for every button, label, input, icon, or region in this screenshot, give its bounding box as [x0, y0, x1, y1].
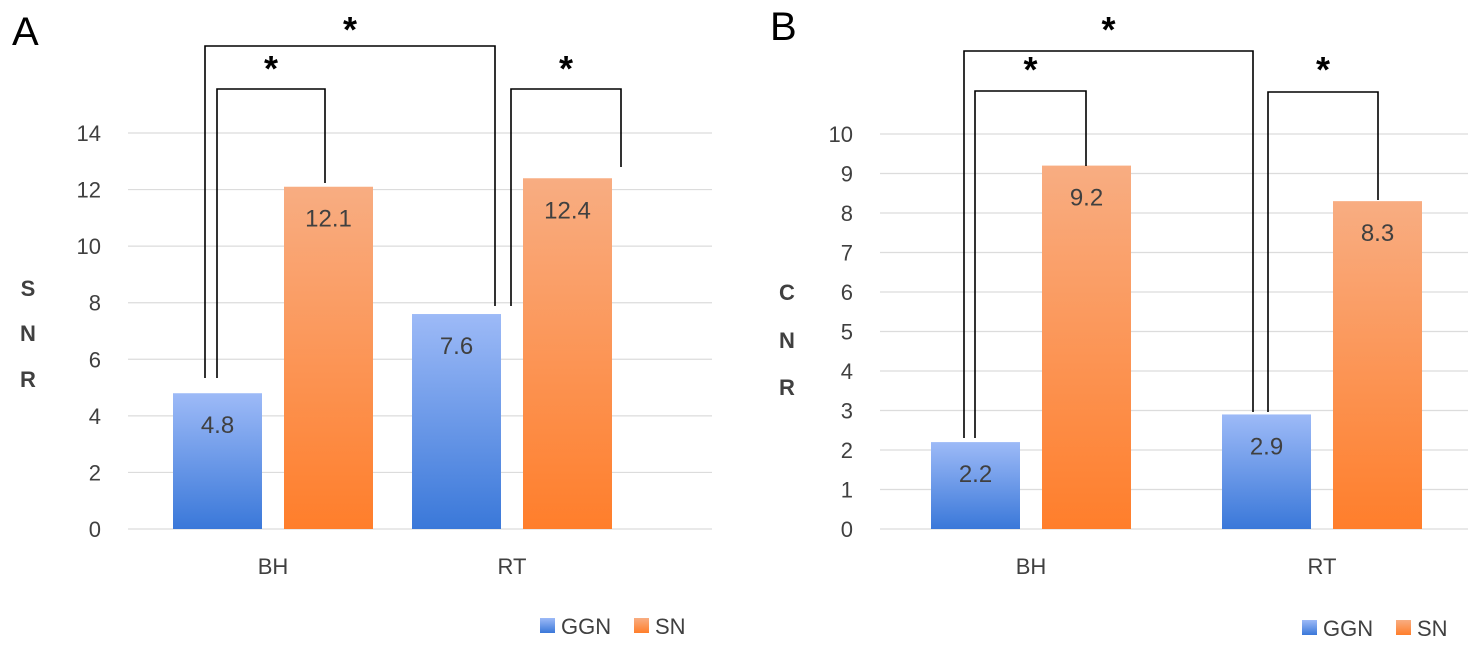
- significance-bracket: [1267, 91, 1379, 412]
- panel-label: A: [12, 10, 39, 54]
- data-label: 7.6: [440, 333, 473, 360]
- significance-star: *: [559, 48, 573, 89]
- y-axis-label-letter: S: [21, 276, 36, 301]
- y-tick-label: 6: [841, 280, 853, 305]
- significance-bracket: [963, 50, 1254, 438]
- x-tick-label: RT: [498, 554, 527, 579]
- legend-label: GGN: [1323, 616, 1373, 641]
- y-tick-label: 0: [841, 517, 853, 542]
- bar-sn-bh: [1042, 165, 1131, 529]
- bar-ggn-rt: [412, 314, 501, 529]
- data-label: 12.4: [544, 197, 591, 224]
- bar-sn-rt: [523, 178, 612, 529]
- x-tick-label: BH: [258, 554, 289, 579]
- significance-star: *: [1316, 49, 1330, 90]
- significance-star: *: [1023, 49, 1037, 90]
- significance-star: *: [343, 9, 357, 50]
- bar-sn-rt: [1333, 201, 1422, 529]
- y-tick-label: 12: [77, 178, 101, 203]
- y-tick-label: 14: [77, 121, 101, 146]
- bar-ggn-bh: [173, 393, 262, 529]
- data-label: 2.9: [1250, 433, 1283, 460]
- legend-swatch-sn: [634, 618, 649, 633]
- y-tick-label: 10: [829, 122, 853, 147]
- y-tick-label: 7: [841, 241, 853, 266]
- significance-star: *: [1101, 9, 1115, 50]
- legend-swatch-ggn: [1302, 620, 1317, 635]
- significance-bracket: [510, 88, 622, 306]
- data-label: 8.3: [1361, 220, 1394, 247]
- y-tick-label: 2: [89, 460, 101, 485]
- significance-bracket: [216, 88, 326, 378]
- y-axis-label-letter: N: [20, 321, 36, 346]
- bar-sn-bh: [284, 186, 373, 529]
- legend-swatch-ggn: [540, 618, 555, 633]
- legend-label: SN: [1417, 616, 1448, 641]
- bar-ggn-rt: [1222, 414, 1311, 529]
- chart-panel-b: 0 1 2 3 4 5 6 7 8 9 10 B CNR 2.2 9.2 BH 2.9 8.3 RT * * * GGN SN: [770, 5, 1468, 641]
- x-tick-label: RT: [1308, 554, 1337, 579]
- y-axis-label-letter: R: [779, 375, 795, 400]
- significance-bracket: [204, 45, 496, 378]
- y-axis-label-letter: C: [779, 280, 795, 305]
- y-tick-label: 9: [841, 162, 853, 187]
- y-tick-label: 8: [841, 201, 853, 226]
- data-label: 12.1: [305, 206, 352, 233]
- legend-label: GGN: [561, 614, 611, 639]
- data-label: 4.8: [201, 412, 234, 439]
- legend-label: SN: [655, 614, 686, 639]
- data-label: 9.2: [1070, 185, 1103, 212]
- y-tick-label: 4: [89, 404, 101, 429]
- y-tick-label: 0: [89, 517, 101, 542]
- y-tick-label: 3: [841, 399, 853, 424]
- y-tick-label: 5: [841, 320, 853, 345]
- y-tick-label: 4: [841, 359, 853, 384]
- bar-ggn-bh: [931, 442, 1020, 529]
- legend-swatch-sn: [1396, 620, 1411, 635]
- data-label: 2.2: [959, 461, 992, 488]
- y-axis-label-letter: R: [20, 367, 36, 392]
- y-tick-label: 2: [841, 438, 853, 463]
- y-tick-label: 10: [77, 234, 101, 259]
- y-tick-label: 6: [89, 347, 101, 372]
- panel-label: B: [770, 5, 797, 49]
- significance-star: *: [264, 48, 278, 89]
- y-tick-label: 8: [89, 291, 101, 316]
- y-tick-label: 1: [841, 478, 853, 503]
- x-tick-label: BH: [1016, 554, 1047, 579]
- y-axis-label-letter: N: [779, 328, 795, 353]
- significance-bracket: [974, 90, 1087, 438]
